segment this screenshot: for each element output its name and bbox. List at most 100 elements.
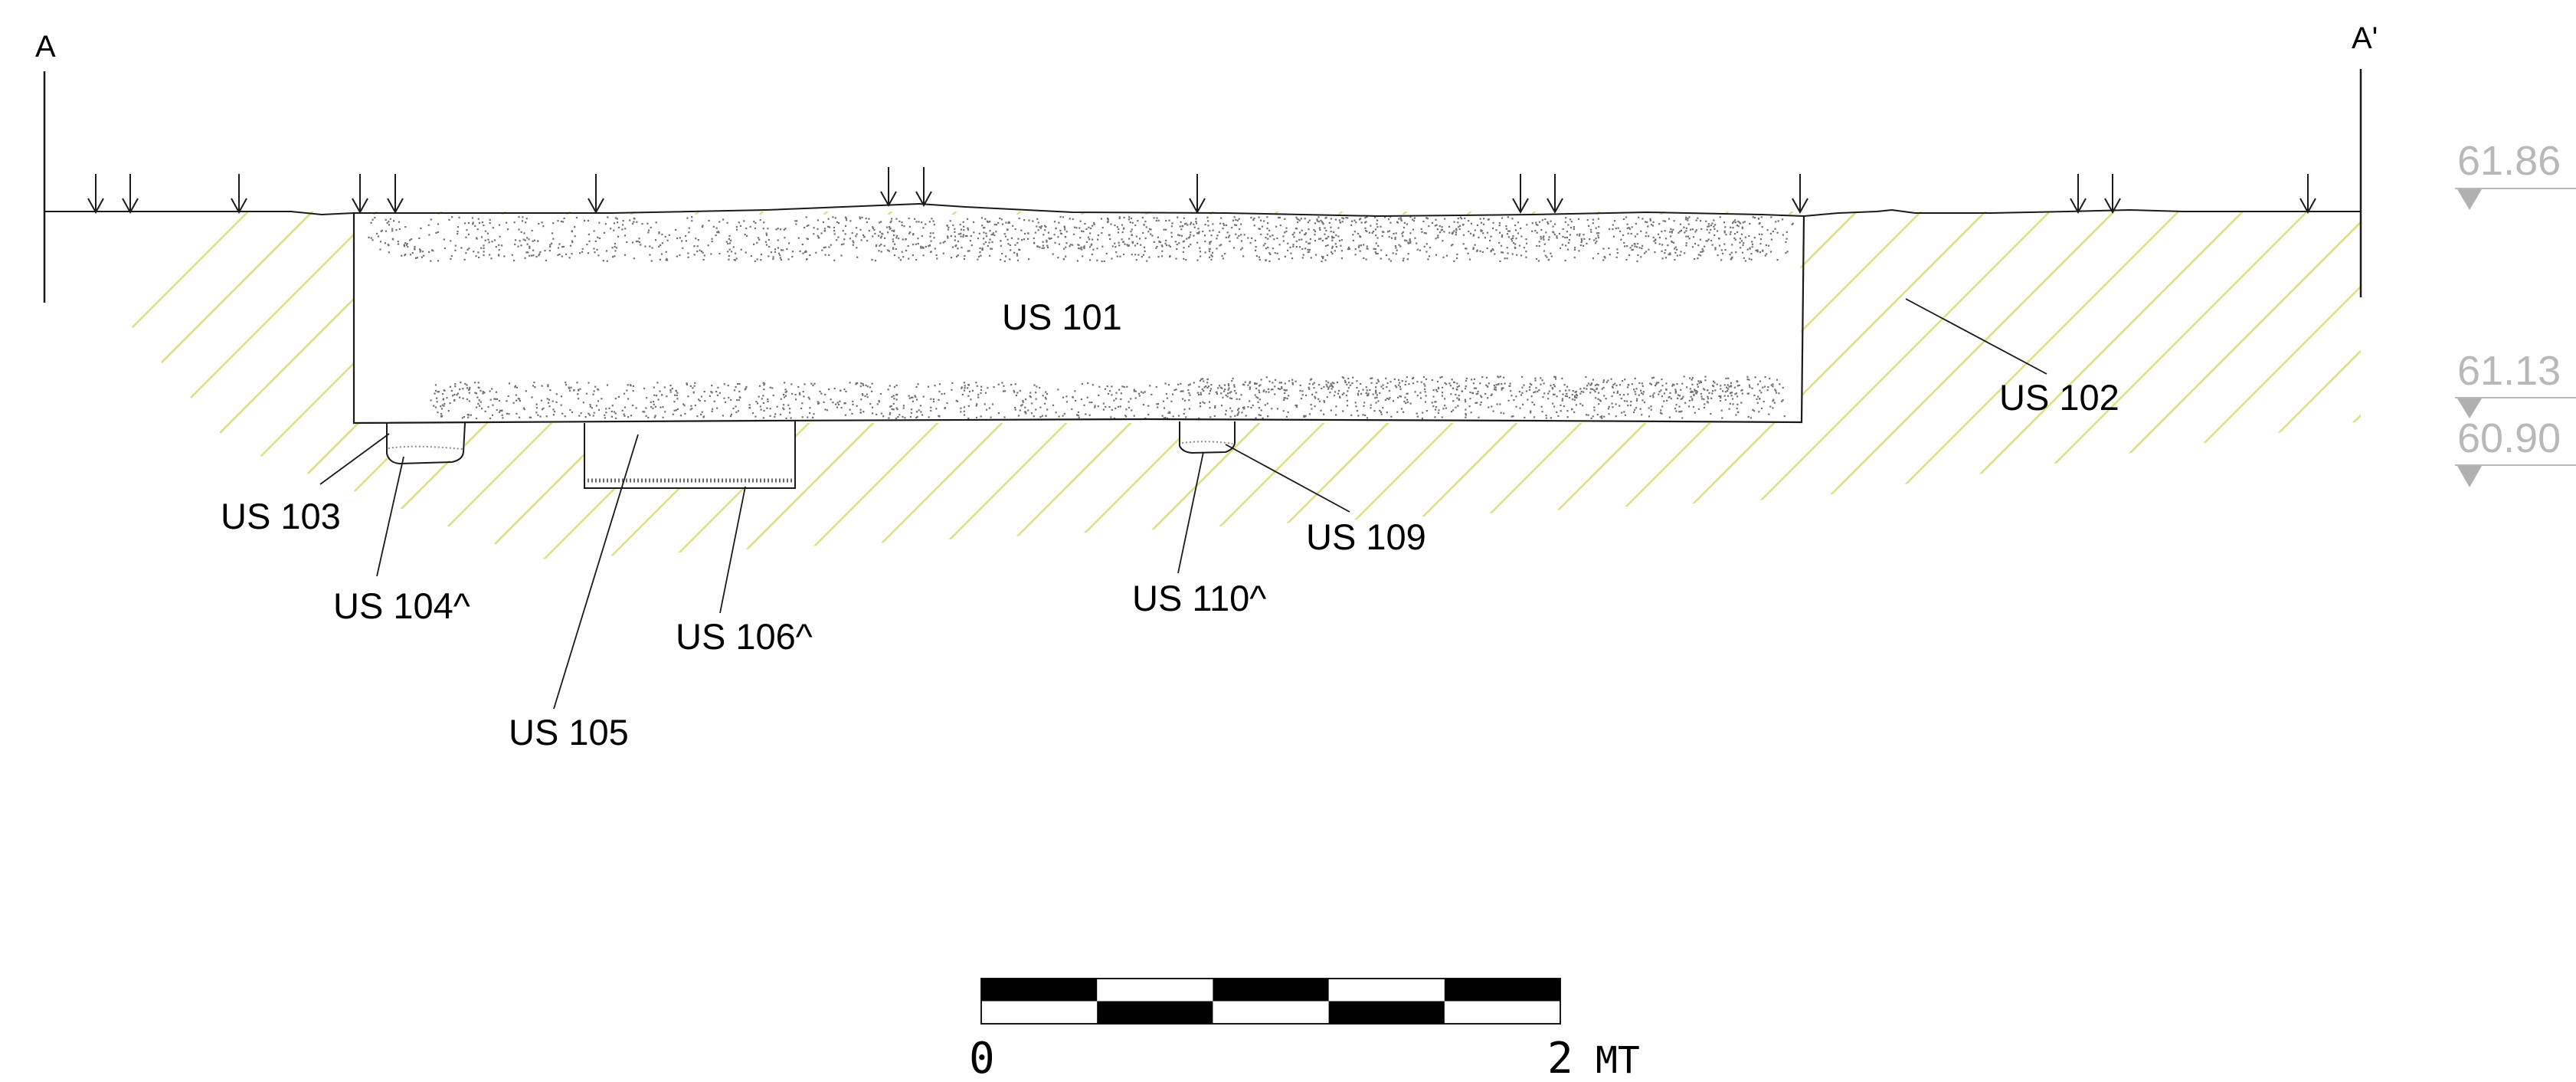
stipple-dot bbox=[1190, 223, 1192, 225]
stipple-dot bbox=[1573, 228, 1575, 231]
stipple-dot bbox=[1039, 386, 1041, 389]
stipple-dot bbox=[440, 408, 444, 410]
stipple-dot bbox=[548, 250, 551, 252]
stipple-dot bbox=[1515, 395, 1517, 398]
stipple-dot bbox=[1075, 227, 1078, 229]
stipple-dot bbox=[1694, 257, 1696, 261]
stipple-dot bbox=[1210, 254, 1213, 257]
stipple-dot bbox=[1566, 392, 1568, 395]
stipple-dot bbox=[1679, 230, 1681, 233]
stipple-dot bbox=[1452, 387, 1454, 389]
stipple-dot bbox=[1388, 236, 1390, 238]
stipple-dot bbox=[1703, 398, 1705, 401]
stipple-dot bbox=[1442, 392, 1444, 394]
stipple-dot bbox=[1079, 248, 1082, 250]
stipple-dot bbox=[1255, 387, 1258, 389]
stipple-dot bbox=[1247, 237, 1249, 239]
stipple-dot bbox=[790, 383, 793, 385]
stipple-dot bbox=[701, 411, 703, 413]
stipple-dot bbox=[1234, 224, 1236, 226]
stipple-dot bbox=[1003, 385, 1005, 387]
stipple-dot bbox=[1108, 406, 1111, 408]
stipple-dot bbox=[539, 251, 542, 253]
stipple-dot bbox=[1137, 220, 1139, 222]
stipple-dot bbox=[1626, 245, 1628, 248]
stipple-dot bbox=[1379, 392, 1381, 395]
stipple-dot bbox=[1370, 382, 1373, 384]
stipple-dot bbox=[920, 247, 922, 249]
stipple-dot bbox=[1268, 391, 1270, 393]
stipple-dot bbox=[1311, 393, 1314, 396]
stipple-dot bbox=[574, 226, 576, 228]
stipple-dot bbox=[1173, 389, 1176, 392]
stipple-dot bbox=[1465, 248, 1467, 250]
stipple-dot bbox=[1481, 396, 1483, 398]
stipple-dot bbox=[1260, 379, 1262, 381]
stipple-dot bbox=[691, 216, 693, 218]
stipple-dot bbox=[776, 405, 778, 408]
stipple-dot bbox=[631, 222, 634, 225]
stipple-dot bbox=[605, 411, 607, 414]
surface-arrows bbox=[87, 167, 2316, 215]
stipple-dot bbox=[1512, 234, 1514, 238]
stipple-dot bbox=[807, 396, 810, 398]
stipple-dot bbox=[1661, 244, 1664, 246]
stipple-dot bbox=[1452, 409, 1455, 411]
stipple-dot bbox=[895, 417, 897, 420]
stipple-dot bbox=[1168, 219, 1170, 221]
stipple-dot bbox=[1401, 232, 1403, 234]
stipple-dot bbox=[977, 394, 980, 396]
stipple-dot bbox=[1487, 218, 1489, 221]
stipple-dot bbox=[834, 217, 836, 219]
stipple-dot bbox=[970, 398, 972, 401]
stipple-dot bbox=[460, 247, 463, 249]
stipple-dot bbox=[1663, 400, 1665, 402]
stipple-dot bbox=[1324, 259, 1327, 261]
stipple-dot bbox=[1770, 238, 1772, 241]
stipple-dot bbox=[671, 387, 673, 390]
stipple-dot bbox=[1375, 234, 1377, 237]
stipple-texture bbox=[368, 216, 1794, 420]
stipple-dot bbox=[1677, 397, 1679, 399]
stipple-dot bbox=[1671, 231, 1673, 234]
stipple-dot bbox=[511, 254, 513, 256]
stipple-dot bbox=[640, 244, 642, 246]
stipple-dot bbox=[1230, 391, 1232, 393]
stipple-dot bbox=[1108, 234, 1111, 236]
stipple-dot bbox=[1625, 216, 1628, 218]
stipple-dot bbox=[1157, 219, 1160, 221]
stipple-dot bbox=[855, 235, 857, 238]
stipple-dot bbox=[1190, 221, 1193, 224]
stipple-dot bbox=[1393, 378, 1396, 380]
stipple-dot bbox=[1124, 243, 1126, 245]
stipple-dot bbox=[580, 412, 582, 415]
stipple-dot bbox=[1738, 384, 1740, 386]
stipple-dot bbox=[908, 397, 911, 399]
stipple-dot bbox=[1588, 225, 1590, 227]
stipple-dot bbox=[1681, 397, 1684, 400]
stipple-dot bbox=[516, 386, 519, 389]
stipple-dot bbox=[434, 384, 437, 386]
stipple-dot bbox=[1260, 409, 1262, 411]
stipple-dot bbox=[1521, 392, 1524, 394]
stipple-dot bbox=[1232, 219, 1234, 221]
stipple-dot bbox=[1338, 219, 1340, 221]
stipple-dot bbox=[1770, 216, 1772, 218]
stipple-dot bbox=[1162, 400, 1164, 402]
stipple-dot bbox=[910, 408, 913, 411]
stipple-dot bbox=[983, 227, 985, 229]
stipple-dot bbox=[650, 226, 652, 228]
stipple-dot bbox=[1736, 385, 1739, 387]
stipple-dot bbox=[604, 417, 606, 419]
stipple-dot bbox=[1605, 381, 1608, 383]
stipple-dot bbox=[851, 412, 853, 415]
stipple-dot bbox=[672, 413, 674, 415]
stipple-dot bbox=[1088, 402, 1091, 404]
stipple-dot bbox=[837, 236, 840, 238]
stipple-dot bbox=[1635, 246, 1638, 248]
stipple-dot bbox=[935, 254, 938, 256]
stipple-dot bbox=[1374, 216, 1376, 218]
stipple-dot bbox=[901, 224, 903, 227]
stipple-dot bbox=[935, 408, 938, 410]
stipple-dot bbox=[1222, 228, 1224, 230]
